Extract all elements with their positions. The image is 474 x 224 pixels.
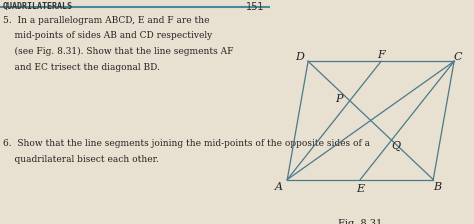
Text: A: A [275,182,283,192]
Text: mid-points of sides AB and CD respectively: mid-points of sides AB and CD respective… [3,31,212,40]
Text: F: F [377,50,385,60]
Text: Q: Q [391,141,400,151]
Text: QUADRILATERALS: QUADRILATERALS [3,2,73,11]
Text: P: P [336,94,343,104]
Text: 6.  Show that the line segments joining the mid-points of the opposite sides of : 6. Show that the line segments joining t… [3,139,370,148]
Text: and EC trisect the diagonal BD.: and EC trisect the diagonal BD. [3,63,160,72]
Text: E: E [356,184,365,194]
Text: quadrilateral bisect each other.: quadrilateral bisect each other. [3,155,159,164]
Text: B: B [433,182,441,192]
Text: (see Fig. 8.31). Show that the line segments AF: (see Fig. 8.31). Show that the line segm… [3,47,233,56]
Text: Fig. 8.31: Fig. 8.31 [338,219,383,224]
Text: C: C [454,52,463,62]
Text: D: D [295,52,304,62]
Text: 151: 151 [246,2,265,12]
Text: 5.  In a parallelogram ABCD, E and F are the: 5. In a parallelogram ABCD, E and F are … [3,16,209,25]
